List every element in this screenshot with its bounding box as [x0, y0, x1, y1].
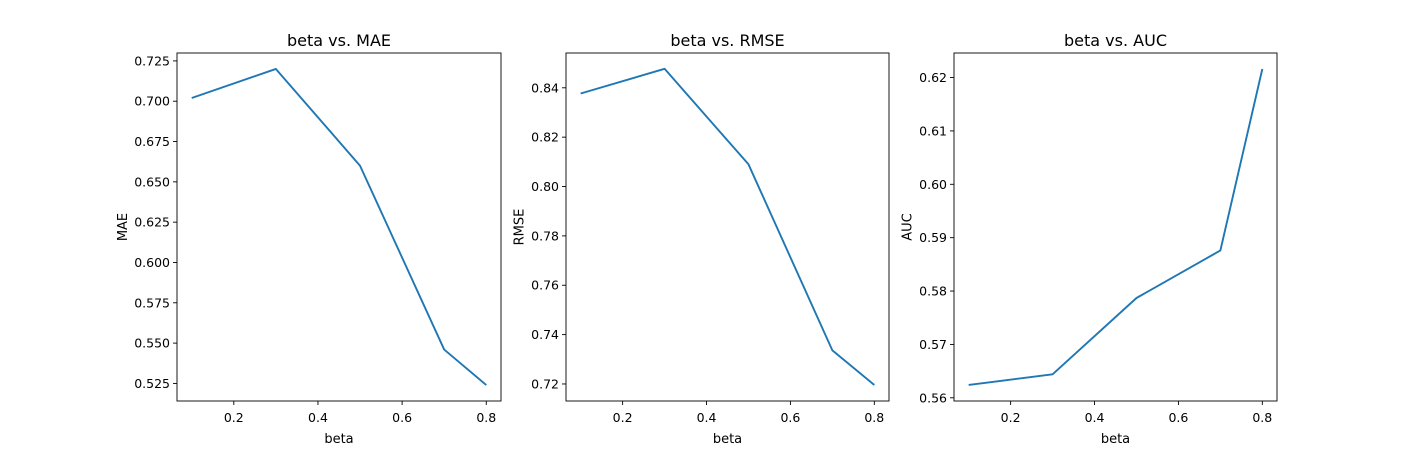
y-tick-label: 0.575	[134, 295, 170, 310]
x-tick-label: 0.6	[1168, 410, 1188, 425]
plot-area-frame	[953, 52, 1278, 402]
y-tick-label: 0.56	[919, 390, 947, 405]
y-tick-label: 0.72	[531, 376, 559, 391]
x-axis-label: beta	[324, 432, 353, 447]
x-tick-label: 0.6	[392, 410, 412, 425]
x-tick-label: 0.2	[613, 410, 633, 425]
x-tick-label: 0.4	[308, 410, 328, 425]
x-tick-label: 0.8	[1252, 410, 1272, 425]
x-tick-label: 0.2	[224, 410, 244, 425]
y-tick-label: 0.550	[134, 336, 170, 351]
y-tick-label: 0.62	[919, 70, 947, 85]
chart-title: beta vs. RMSE	[670, 31, 784, 50]
x-axis-label: beta	[713, 432, 742, 447]
y-tick-label: 0.78	[531, 228, 559, 243]
y-tick-label: 0.59	[919, 230, 947, 245]
x-tick-label: 0.8	[864, 410, 884, 425]
y-tick-label: 0.82	[531, 130, 559, 145]
y-tick-label: 0.650	[134, 174, 170, 189]
series-line	[968, 68, 1264, 386]
chart-panel-3: beta vs. AUC 0.2 0.4 0.6 0.8 0.56 0.57 0.58 0.59…	[901, 31, 1278, 447]
y-tick-label: 0.76	[531, 278, 559, 293]
y-tick-label: 0.84	[531, 80, 559, 95]
y-tick-label: 0.61	[919, 123, 947, 138]
y-tick-label: 0.60	[919, 177, 947, 192]
y-tick-label: 0.625	[134, 215, 170, 230]
y-tick-label: 0.525	[134, 376, 170, 391]
series-line	[191, 68, 487, 386]
plot-area-frame	[565, 52, 890, 402]
y-tick-label: 0.74	[531, 327, 559, 342]
series-line	[580, 67, 875, 386]
y-axis-label: AUC	[901, 213, 916, 241]
x-tick-label: 0.4	[697, 410, 717, 425]
y-tick-label: 0.600	[134, 255, 170, 270]
chart-panel-1: beta vs. MAE 0.2 0.4 0.6 0.8 0.525 0.550 0.575 0…	[116, 31, 502, 447]
y-axis-label: RMSE	[513, 209, 528, 246]
chart-panel-2: beta vs. RMSE 0.2 0.4 0.6 0.8 0.72 0.74 0.76 0.7…	[513, 31, 890, 447]
x-tick-label: 0.6	[780, 410, 800, 425]
plot-area-frame	[176, 52, 502, 402]
y-axis-label: MAE	[116, 213, 131, 241]
y-tick-label: 0.700	[134, 94, 170, 109]
chart-title: beta vs. AUC	[1064, 31, 1167, 50]
y-tick-label: 0.725	[134, 53, 170, 68]
y-tick-label: 0.58	[919, 284, 947, 299]
y-tick-label: 0.80	[531, 179, 559, 194]
x-tick-label: 0.4	[1085, 410, 1105, 425]
x-axis-label: beta	[1101, 432, 1130, 447]
y-tick-label: 0.57	[919, 337, 947, 352]
x-tick-label: 0.2	[1001, 410, 1021, 425]
x-tick-label: 0.8	[476, 410, 496, 425]
y-tick-label: 0.675	[134, 134, 170, 149]
chart-title: beta vs. MAE	[287, 31, 391, 50]
